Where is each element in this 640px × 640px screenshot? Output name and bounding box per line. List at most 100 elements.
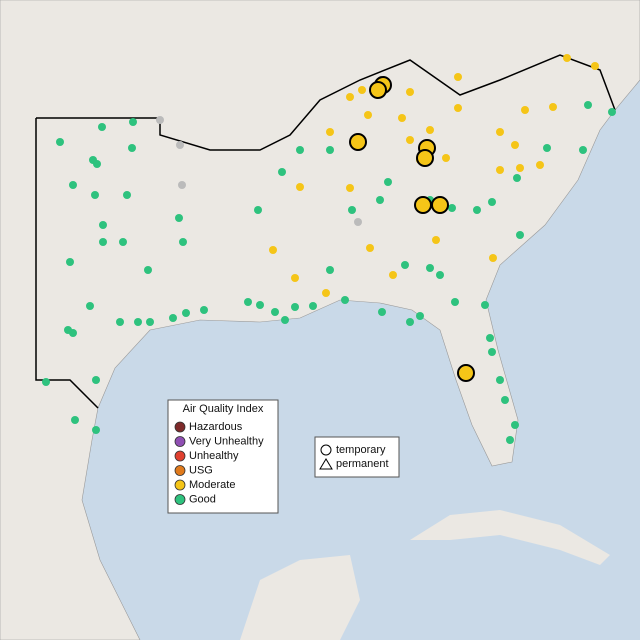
- triangle-symbol: [319, 458, 333, 470]
- monitor: [511, 141, 519, 149]
- monitor: [144, 266, 152, 274]
- monitor: [436, 271, 444, 279]
- monitor: [591, 62, 599, 70]
- monitor: [92, 426, 100, 434]
- monitor: [389, 271, 397, 279]
- legend-swatch: [174, 450, 186, 462]
- monitor: [93, 160, 101, 168]
- monitor: [442, 154, 450, 162]
- monitor: [516, 231, 524, 239]
- monitor: [156, 116, 164, 124]
- monitor: [322, 289, 330, 297]
- monitor: [256, 301, 264, 309]
- monitor: [488, 348, 496, 356]
- monitor: [281, 316, 289, 324]
- legend-item: temporary: [336, 444, 386, 456]
- monitor: [579, 146, 587, 154]
- monitor: [99, 238, 107, 246]
- temporary-monitor: [457, 364, 475, 382]
- monitor: [406, 88, 414, 96]
- temporary-monitor: [349, 133, 367, 151]
- monitor: [129, 118, 137, 126]
- monitor: [358, 86, 366, 94]
- monitor: [326, 128, 334, 136]
- monitor: [376, 196, 384, 204]
- monitor: [516, 164, 524, 172]
- monitor: [98, 123, 106, 131]
- legend-label: Very Unhealthy: [189, 435, 264, 447]
- monitor: [56, 138, 64, 146]
- temporary-monitor: [416, 149, 434, 167]
- monitor: [473, 206, 481, 214]
- legend-items: Hazardous Very Unhealthy Unhealthy USG Moder…: [174, 421, 264, 505]
- monitor: [309, 302, 317, 310]
- monitor: [269, 246, 277, 254]
- monitor: [488, 198, 496, 206]
- monitor: [175, 214, 183, 222]
- circle-symbol: [320, 444, 332, 456]
- monitor: [398, 114, 406, 122]
- legend-title: Air Quality Index: [183, 403, 264, 415]
- legend-swatch: [174, 421, 186, 433]
- temporary-monitor: [369, 81, 387, 99]
- monitor: [348, 206, 356, 214]
- legend-swatch: [174, 436, 186, 447]
- monitor: [426, 264, 434, 272]
- monitor: [341, 296, 349, 304]
- monitor: [291, 274, 299, 282]
- monitor: [549, 103, 557, 111]
- legend-label: Hazardous: [189, 421, 243, 433]
- temporary-monitor: [414, 196, 432, 214]
- monitor: [278, 168, 286, 176]
- monitor: [496, 128, 504, 136]
- monitor: [378, 308, 386, 316]
- monitor: [69, 181, 77, 189]
- monitor: [364, 111, 372, 119]
- monitor: [296, 146, 304, 154]
- region-outline: [35, 54, 616, 409]
- monitor: [291, 303, 299, 311]
- monitor: [401, 261, 409, 269]
- legend-box: [314, 436, 400, 478]
- legend-label: Unhealthy: [189, 450, 239, 462]
- monitor: [91, 191, 99, 199]
- monitor: [454, 104, 462, 112]
- monitor: [200, 306, 208, 314]
- monitor: [99, 221, 107, 229]
- legend-swatch: [174, 479, 186, 491]
- monitor: [543, 144, 551, 152]
- monitor: [416, 312, 424, 320]
- monitor: [366, 244, 374, 252]
- legend-swatch: [174, 465, 186, 476]
- monitor: [119, 238, 127, 246]
- monitor: [384, 178, 392, 186]
- monitor: [244, 298, 252, 306]
- cuba: [410, 510, 610, 565]
- monitor: [454, 73, 462, 81]
- legend-label: USG: [189, 464, 213, 476]
- monitor: [86, 302, 94, 310]
- monitor: [536, 161, 544, 169]
- monitor: [496, 376, 504, 384]
- monitor: [146, 318, 154, 326]
- monitor: [584, 101, 592, 109]
- monitor: [69, 329, 77, 337]
- monitors: [42, 54, 616, 444]
- monitor: [179, 238, 187, 246]
- legend-swatch: [174, 494, 186, 505]
- aqi-legend: Air Quality Index Hazardous Very Unhealth…: [167, 399, 279, 514]
- shape-legend: temporary permanent: [314, 436, 400, 478]
- monitor: [608, 108, 616, 116]
- monitor: [506, 436, 514, 444]
- monitor: [182, 309, 190, 317]
- monitor: [489, 254, 497, 262]
- monitor: [406, 136, 414, 144]
- legend-item: permanent: [336, 458, 389, 470]
- monitor: [346, 184, 354, 192]
- monitor: [296, 183, 304, 191]
- monitor: [326, 266, 334, 274]
- monitor: [71, 416, 79, 424]
- legend-label: Moderate: [189, 479, 235, 491]
